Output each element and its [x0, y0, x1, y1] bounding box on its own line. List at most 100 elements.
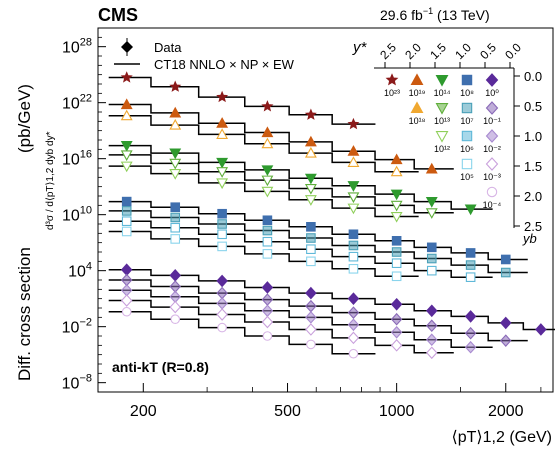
inset-ystar-tick-label: 1.0 — [452, 40, 474, 62]
series-group — [108, 283, 493, 354]
data-point — [262, 236, 273, 247]
data-point — [426, 319, 438, 333]
data-point — [347, 306, 360, 319]
data-point — [347, 318, 360, 332]
data-point — [306, 256, 316, 267]
data-point — [305, 323, 317, 336]
inset-ystar-ticks: 2.5 2.0 1.5 1.0 0.5 0.0 — [377, 40, 524, 68]
series-group — [108, 216, 493, 283]
data-point — [216, 157, 229, 169]
data-point — [216, 128, 229, 139]
inset-ystar-tick-label: 0.0 — [502, 40, 524, 62]
data-point — [391, 247, 402, 257]
data-point — [120, 161, 133, 173]
theory-step-line — [108, 210, 528, 274]
x-axis-ticks: 200 500 1000 2000 — [130, 383, 542, 420]
inset-cell-label: 10¹⁸ — [409, 116, 426, 126]
inset-yb-tick-label: 0.0 — [524, 69, 542, 84]
series-group — [108, 306, 376, 359]
inset-cell-marker — [461, 130, 473, 142]
series-group — [108, 71, 376, 130]
data-point — [348, 229, 359, 240]
data-point — [261, 293, 274, 306]
y-axis-expression-text: d³σ / d⟨pT⟩1,2 dyb dy* — [45, 131, 56, 230]
data-point — [120, 71, 133, 83]
x-tick-label: 200 — [130, 403, 157, 420]
data-point — [464, 204, 477, 216]
inset-cell-marker — [435, 75, 449, 87]
data-point — [500, 267, 511, 278]
algo-label: anti-kT (R=0.8) — [112, 359, 209, 375]
data-point — [216, 178, 229, 190]
data-point — [261, 165, 274, 176]
data-point — [535, 323, 547, 336]
y-axis-label: Diff. cross section — [15, 247, 34, 381]
data-point — [425, 162, 438, 174]
data-point — [169, 300, 181, 314]
data-point — [465, 248, 476, 258]
inset-cell-label: 10⁻⁴ — [483, 200, 502, 210]
data-point — [306, 339, 316, 350]
data-point — [426, 304, 438, 318]
inset-cell-marker — [485, 157, 499, 171]
data-point — [169, 280, 181, 293]
data-point — [347, 181, 360, 192]
data-point — [261, 304, 274, 318]
data-point — [426, 333, 438, 347]
data-point — [261, 175, 274, 187]
data-point — [390, 325, 403, 339]
legend-theory-label: CT18 NNLO × NP × EW — [154, 57, 295, 72]
data-point — [262, 225, 273, 236]
data-point — [304, 183, 317, 195]
inset-cell-label: 10²³ — [384, 88, 400, 98]
series-group — [108, 150, 454, 219]
inset-yb-ticks: 0.0 0.5 1.0 1.5 2.0 2.5 — [514, 69, 542, 234]
y-tick-label: 10−8 — [62, 373, 92, 393]
data-point — [306, 244, 316, 254]
data-point — [261, 186, 274, 198]
inset-cell-label: 10⁷ — [460, 116, 473, 126]
data-point — [261, 281, 274, 294]
theory-step-line — [108, 165, 419, 218]
data-point — [170, 314, 181, 325]
data-point — [426, 346, 438, 360]
inset-ystar-tick-label: 0.5 — [477, 40, 499, 62]
data-point — [121, 226, 132, 237]
data-point — [120, 294, 133, 307]
data-point — [465, 272, 476, 283]
data-point — [304, 173, 317, 185]
data-point — [216, 167, 229, 178]
data-point — [304, 108, 317, 120]
y-tick-label: 1016 — [62, 149, 92, 169]
theory-step-line — [108, 200, 528, 261]
data-point — [500, 254, 511, 265]
data-point — [347, 145, 360, 156]
data-point — [169, 148, 182, 160]
inset-yb-label: yb — [522, 231, 537, 246]
data-point — [121, 196, 132, 207]
inset-cell-marker — [485, 101, 499, 115]
data-point — [305, 286, 317, 300]
inset-yb-tick-label: 1.5 — [524, 159, 542, 174]
inset-cell-label: 10⁰ — [485, 88, 499, 98]
data-point — [390, 339, 403, 352]
inset-cell-marker — [410, 73, 424, 85]
data-point — [390, 189, 403, 201]
theory-step-line — [108, 310, 376, 355]
y-tick-label: 1010 — [62, 205, 92, 225]
data-point — [120, 141, 133, 152]
inset-ystar-tick-label: 2.5 — [377, 40, 399, 62]
data-point — [464, 326, 477, 340]
data-point — [391, 258, 402, 269]
inset-cell-marker — [385, 73, 399, 86]
inset-cell-marker — [486, 186, 498, 198]
inset-cell-marker — [435, 131, 449, 143]
data-point — [500, 334, 512, 347]
data-point — [426, 253, 437, 264]
inset-cell-label: 10¹³ — [434, 116, 450, 126]
theory-step-line — [108, 103, 454, 170]
data-point — [347, 117, 360, 130]
y-tick-label: 1028 — [62, 37, 92, 57]
